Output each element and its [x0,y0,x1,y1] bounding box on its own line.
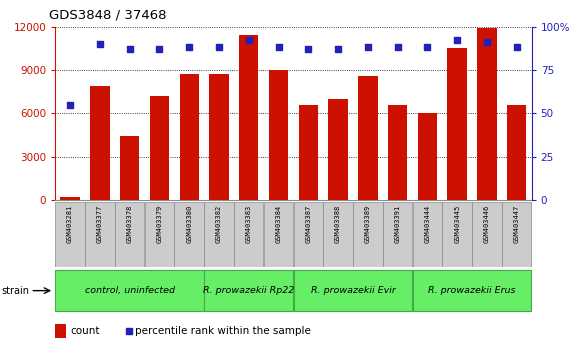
Text: GSM403382: GSM403382 [216,205,222,243]
Bar [328,99,348,200]
Point [214,45,224,50]
Point [66,102,75,108]
Bar [388,105,407,200]
Bar [150,96,169,200]
Bar [447,48,467,200]
Bar [120,136,139,200]
Bar [383,202,413,267]
Bar [507,105,526,200]
Bar [115,202,144,267]
Text: GSM403391: GSM403391 [394,205,401,243]
Point [453,38,462,43]
Bar [239,35,259,200]
Text: percentile rank within the sample: percentile rank within the sample [135,326,311,336]
Text: R. prowazekii Evir: R. prowazekii Evir [311,286,395,295]
Point [244,38,253,43]
Bar [234,202,263,267]
Point [155,46,164,52]
Point [95,41,105,47]
Bar [174,202,204,267]
Text: GSM403380: GSM403380 [186,205,192,243]
Bar [443,202,472,267]
Point [363,45,372,50]
Text: count: count [70,326,100,336]
Bar [264,202,293,267]
Bar [418,113,437,200]
Point [333,46,343,52]
Text: GSM403444: GSM403444 [424,205,431,243]
Text: GSM403383: GSM403383 [246,205,252,243]
Text: GSM403379: GSM403379 [156,205,163,243]
Bar [269,70,288,200]
Point [124,328,134,334]
Bar [85,202,114,267]
Text: GSM403447: GSM403447 [514,205,520,243]
Bar [205,202,234,267]
Point [125,46,134,52]
Point [393,45,402,50]
Bar [353,202,382,267]
Bar [324,202,353,267]
Bar [205,270,293,312]
Text: strain: strain [2,286,30,296]
Bar [477,28,497,200]
Bar [413,202,442,267]
Text: R. prowazekii Rp22: R. prowazekii Rp22 [203,286,295,295]
Text: GSM403384: GSM403384 [275,205,282,243]
Text: GSM403378: GSM403378 [127,205,132,243]
Bar [55,324,66,338]
Bar [472,202,501,267]
Text: GSM403281: GSM403281 [67,205,73,243]
Bar [293,270,413,312]
Bar [502,202,532,267]
Bar [55,270,204,312]
Point [185,45,194,50]
Bar [145,202,174,267]
Bar [180,74,199,200]
Bar [55,202,85,267]
Text: GSM403387: GSM403387 [305,205,311,243]
Text: R. prowazekii Erus: R. prowazekii Erus [428,286,516,295]
Text: control, uninfected: control, uninfected [85,286,175,295]
Bar [413,270,532,312]
Bar [358,76,378,200]
Text: GDS3848 / 37468: GDS3848 / 37468 [49,9,167,22]
Point [512,45,521,50]
Bar [60,197,80,200]
Text: GSM403388: GSM403388 [335,205,341,243]
Text: GSM403389: GSM403389 [365,205,371,243]
Bar [90,86,110,200]
Bar [209,74,229,200]
Point [304,46,313,52]
Point [482,39,492,45]
Text: GSM403446: GSM403446 [484,205,490,243]
Text: GSM403445: GSM403445 [454,205,460,243]
Point [423,45,432,50]
Bar [299,105,318,200]
Bar [293,202,323,267]
Text: GSM403377: GSM403377 [97,205,103,243]
Point [274,45,283,50]
